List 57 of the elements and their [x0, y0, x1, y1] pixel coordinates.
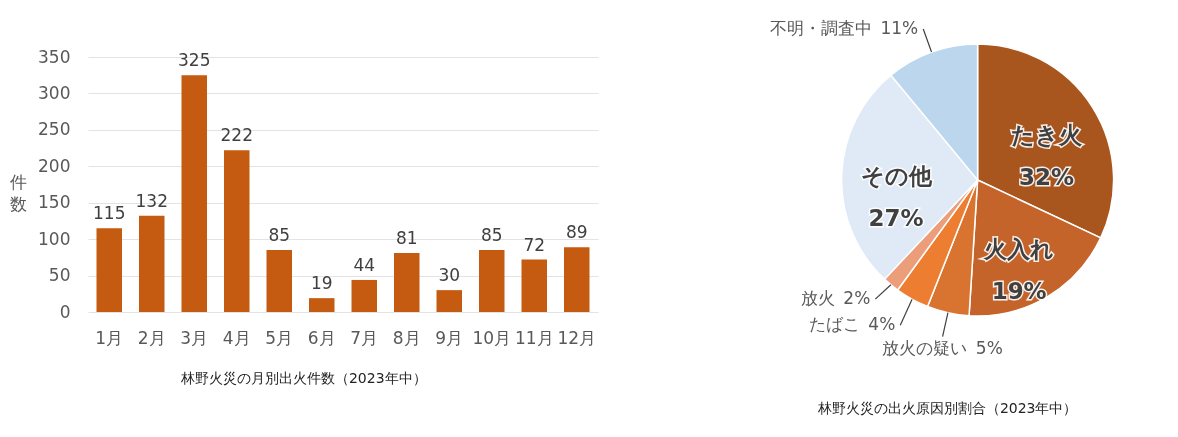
y-tick-label: 250 — [38, 119, 71, 140]
x-tick-label: 1月 — [95, 327, 124, 348]
data-label: 30 — [438, 265, 461, 286]
bar — [309, 298, 335, 312]
x-tick-label: 7月 — [350, 327, 379, 348]
y-tick-label: 300 — [38, 82, 71, 103]
bar — [266, 250, 292, 312]
y-axis-title: 件数 — [10, 171, 27, 214]
slice-label: たき火 — [1011, 122, 1084, 149]
data-label: 19 — [310, 273, 333, 294]
y-tick-label: 350 — [38, 46, 71, 67]
x-tick-label: 11月 — [514, 327, 554, 348]
bar — [139, 215, 165, 312]
data-label: 85 — [268, 225, 291, 246]
bar — [521, 259, 547, 312]
bar — [96, 228, 122, 312]
x-tick-label: 10月 — [472, 327, 512, 348]
x-tick-label: 12月 — [557, 327, 597, 348]
x-tick-label: 8月 — [392, 327, 421, 348]
x-tick-label: 5月 — [265, 327, 294, 348]
bar — [564, 247, 590, 312]
slice-label: 火入れ — [983, 236, 1055, 263]
slice-label: 不明・調査中 11% — [770, 18, 919, 39]
y-tick-label: 200 — [38, 155, 71, 176]
data-label: 132 — [135, 190, 168, 211]
bar — [394, 252, 420, 312]
bar — [181, 75, 207, 312]
data-label: 81 — [395, 227, 418, 248]
data-label: 115 — [93, 203, 126, 224]
data-label: 325 — [178, 50, 211, 71]
bar — [224, 150, 250, 312]
x-tick-label: 3月 — [180, 327, 209, 348]
data-label: 85 — [480, 225, 503, 246]
text: 林野火災の出火原因別割合（2023年中） — [817, 400, 1078, 416]
x-tick-label: 2月 — [137, 327, 166, 348]
bar — [436, 290, 462, 312]
slice-label: その他 — [860, 163, 933, 190]
x-tick-label: 4月 — [222, 327, 251, 348]
x-tick-label: 6月 — [307, 327, 336, 348]
text: 林野火災の月別出火件数（2023年中） — [179, 370, 427, 386]
bar — [351, 279, 377, 312]
y-tick-label: 50 — [48, 265, 71, 286]
slice-label: たばこ 4% — [809, 314, 896, 335]
data-label: 32% — [1019, 164, 1075, 191]
data-label: 44 — [353, 254, 376, 275]
bar — [479, 250, 505, 312]
slice-label: 放火の疑い 5% — [882, 337, 1004, 358]
slice-label: 放火 2% — [801, 288, 871, 309]
data-label: 89 — [565, 222, 588, 243]
y-tick-label: 0 — [59, 301, 71, 322]
data-label: 222 — [220, 125, 253, 146]
y-tick-label: 100 — [38, 228, 71, 249]
y-tick-label: 150 — [38, 192, 71, 213]
data-label: 19% — [992, 278, 1048, 305]
x-tick-label: 9月 — [435, 327, 464, 348]
data-label: 27% — [868, 205, 924, 232]
data-label: 72 — [523, 234, 546, 255]
